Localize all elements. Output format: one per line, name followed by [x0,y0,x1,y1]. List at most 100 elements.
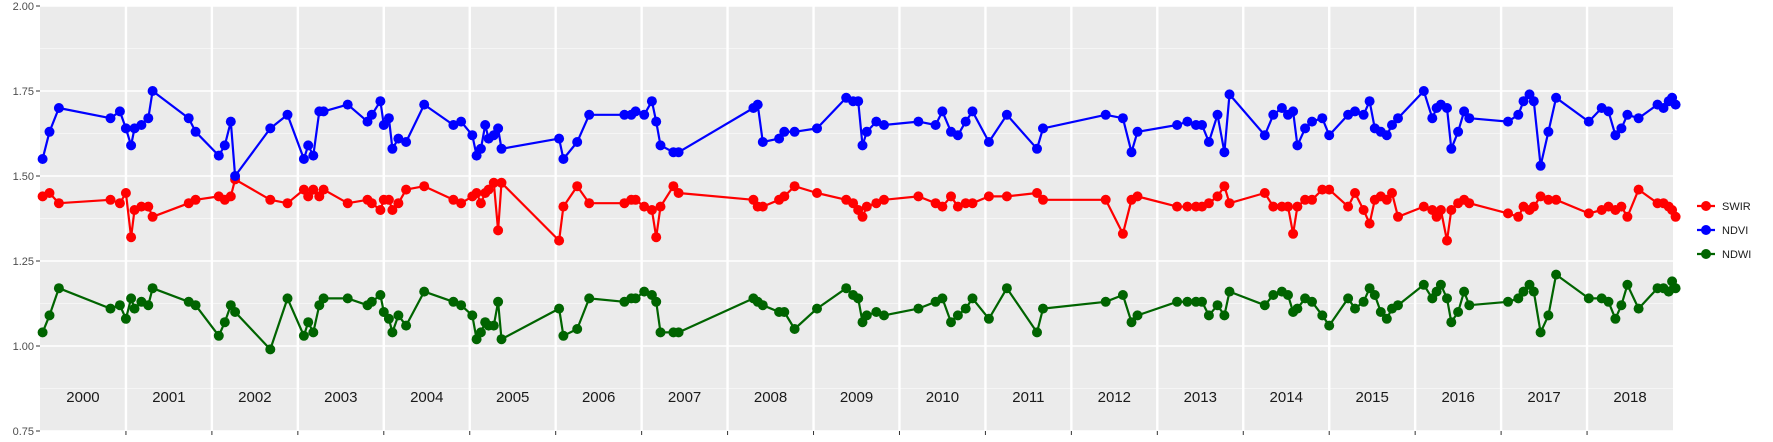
data-point [387,143,398,154]
data-point [1503,116,1513,127]
series-ndwi [37,269,1681,355]
data-point [1117,113,1128,124]
data-point [378,120,389,130]
data-point [219,140,230,151]
year-dividers [124,6,1589,431]
data-point [1393,113,1403,124]
data-point [1100,194,1111,205]
data-point [1268,201,1279,212]
data-point [342,293,353,304]
data-point [496,334,507,345]
data-point [584,198,595,209]
data-point [105,194,116,205]
data-point [44,188,55,198]
data-point [1503,296,1513,307]
data-point [558,201,569,212]
data-point [1001,283,1012,294]
year-label: 2016 [1441,389,1474,406]
data-point [1182,296,1193,307]
data-point [375,205,386,215]
series-line [41,89,1677,178]
data-point [448,120,459,130]
data-point [1288,106,1299,117]
data-point [1543,194,1554,205]
data-point [1032,143,1042,154]
data-point [318,184,329,195]
data-point [1364,96,1375,107]
data-point [393,133,404,144]
data-point [1197,120,1207,130]
data-point [558,154,569,164]
data-point [1307,296,1317,307]
data-point [1459,286,1470,297]
data-point [53,103,64,113]
data-point [114,300,125,311]
data-point [774,133,785,144]
data-point [871,198,882,209]
data-point [1324,184,1335,195]
data-point [960,116,971,127]
data-point [190,126,201,137]
data-point [1197,296,1207,307]
data-point [1203,310,1214,321]
data-point [1100,109,1111,120]
data-point [871,116,882,127]
data-point [378,307,389,317]
y-axis: 0.75 1.00 1.25 1.50 1.75 2.00 [13,1,40,438]
data-point [1616,300,1627,311]
data-point [1513,293,1524,304]
year-label: 2011 [1012,389,1044,406]
data-point [1387,120,1397,130]
data-point [879,120,889,130]
data-point [1418,201,1429,212]
data-point [1292,140,1303,151]
data-point [1219,310,1230,321]
data-point [558,330,569,341]
data-point [265,344,276,355]
data-point [639,201,650,212]
data-point [308,184,319,195]
data-point [1518,96,1529,107]
data-point [282,293,293,304]
data-point [1622,279,1633,290]
data-point [308,327,319,338]
major-gridlines [40,5,1673,432]
data-point [1100,296,1111,307]
data-point [1324,320,1335,331]
year-label: 2007 [668,389,701,406]
data-point [1381,130,1392,141]
data-point [668,181,679,192]
data-point [1464,113,1475,124]
data-point [952,310,963,321]
y-tick-label: 1.50 [13,171,34,183]
data-point [230,171,241,181]
data-point [419,99,430,110]
data-point [937,293,948,304]
data-point [303,191,314,202]
data-point [448,296,459,307]
data-point [983,313,994,324]
data-point [383,313,394,324]
data-point [646,205,657,215]
data-point [366,296,377,307]
data-point [114,198,125,209]
data-point [812,123,822,134]
data-point [673,147,684,158]
data-point [1446,205,1457,215]
data-point [298,330,309,341]
data-point [789,181,800,192]
data-point [44,126,55,137]
data-point [496,143,507,154]
year-label: 2009 [840,389,873,406]
data-point [1543,126,1554,137]
data-point [967,293,978,304]
data-point [554,303,565,314]
data-point [1283,201,1293,212]
data-point [1543,310,1554,321]
data-point [584,293,595,304]
data-point [857,140,868,151]
data-point [1172,201,1183,212]
data-point [383,194,394,205]
data-point [1132,126,1143,137]
